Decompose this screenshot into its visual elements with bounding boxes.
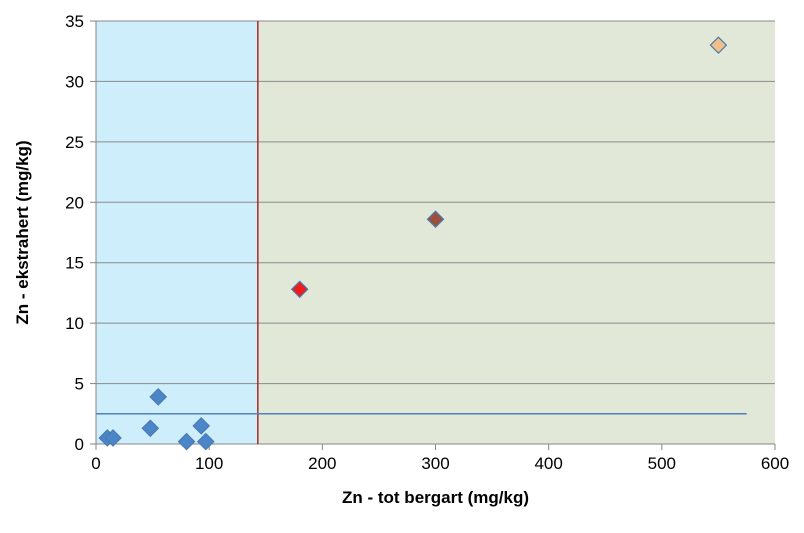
data-point-s2-1 bbox=[290, 280, 309, 299]
x-tick-label-400: 400 bbox=[534, 454, 562, 473]
gridlines bbox=[96, 20, 775, 385]
data-point-s1-5 bbox=[177, 432, 196, 451]
y-tick-label-0: 0 bbox=[75, 435, 84, 454]
y-axis-title: Zn - ekstrahert (mg/kg) bbox=[13, 140, 32, 324]
data-point-s1-4 bbox=[149, 388, 168, 406]
y-tick-label-15: 15 bbox=[65, 254, 84, 273]
x-tick-label-300: 300 bbox=[421, 454, 449, 473]
data-point-s1-7 bbox=[196, 432, 215, 451]
data-point-s3-1 bbox=[426, 210, 445, 229]
x-tick-label-500: 500 bbox=[648, 454, 676, 473]
data-point-s4-1 bbox=[709, 36, 728, 55]
x-tick-label-0: 0 bbox=[91, 454, 100, 473]
x-tick-label-600: 600 bbox=[761, 454, 789, 473]
y-tick-label-20: 20 bbox=[65, 193, 84, 212]
x-tick-label-100: 100 bbox=[195, 454, 223, 473]
y-tick-labels: 0 5 10 15 20 25 30 35 bbox=[65, 12, 84, 454]
x-tick-label-200: 200 bbox=[308, 454, 336, 473]
data-points bbox=[98, 36, 728, 451]
y-tick-label-25: 25 bbox=[65, 133, 84, 152]
data-point-s1-3 bbox=[141, 419, 160, 438]
x-tick-labels: 0 100 200 300 400 500 600 bbox=[91, 454, 789, 473]
y-tick-label-35: 35 bbox=[65, 12, 84, 31]
background-regions bbox=[96, 21, 775, 444]
y-tick-label-30: 30 bbox=[65, 72, 84, 91]
reference-lines bbox=[96, 21, 747, 444]
background-region-2 bbox=[257, 21, 775, 444]
data-point-s1-6 bbox=[192, 417, 211, 435]
y-tick-label-10: 10 bbox=[65, 314, 84, 333]
y-tick-label-5: 5 bbox=[75, 375, 84, 394]
data-point-s1-2 bbox=[104, 429, 122, 447]
x-axis-title: Zn - tot bergart (mg/kg) bbox=[342, 488, 529, 507]
background-region-1 bbox=[96, 21, 258, 444]
